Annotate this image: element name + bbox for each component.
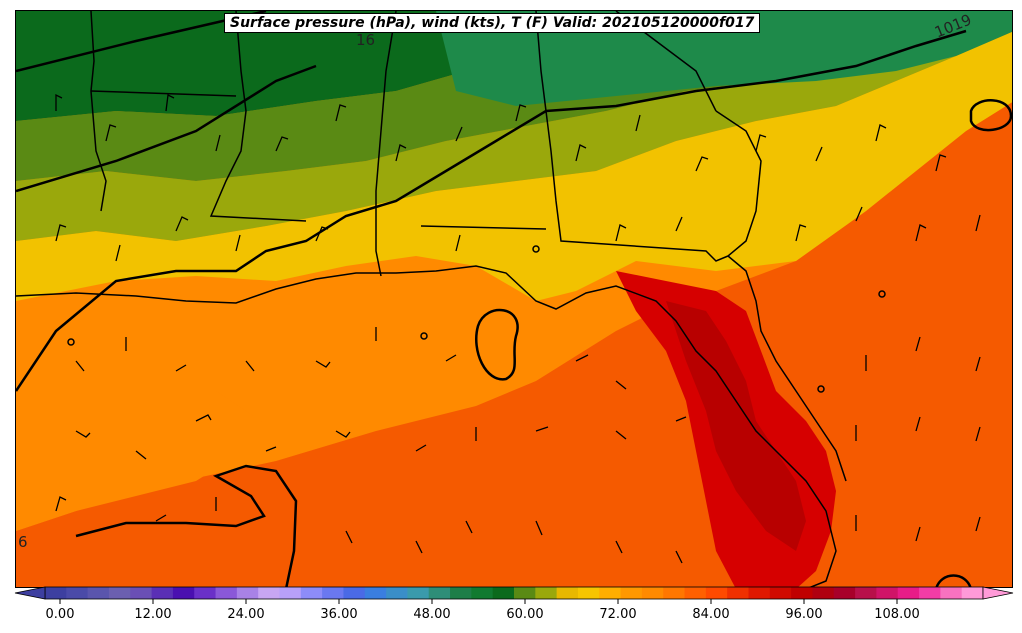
colorbar-swatch: [769, 587, 792, 599]
colorbar-swatch: [663, 587, 686, 599]
temperature-field-gulf-west: [16, 391, 276, 531]
colorbar-swatch: [258, 587, 280, 599]
isobar-1019-line: [16, 11, 267, 73]
isobar-bottom-right: [935, 574, 972, 587]
colorbar-left-arrow: [14, 586, 46, 600]
colorbar-swatch: [556, 587, 579, 599]
colorbar-tick-label: 24.00: [227, 607, 265, 622]
colorbar-tick-label: 48.00: [413, 607, 451, 622]
political-boundaries: [16, 11, 847, 587]
colorbar-swatch: [236, 587, 259, 599]
colorbar-tick-label: 0.00: [45, 607, 75, 622]
colorbar-right-arrow: [982, 586, 1014, 600]
weather-map: 1019 16 6: [15, 10, 1013, 588]
colorbar-swatch: [215, 587, 238, 599]
colorbar-swatch: [300, 587, 323, 599]
colorbar-swatch: [727, 587, 749, 599]
temperature-field-florida-core: [666, 301, 806, 551]
colorbar-swatch: [428, 587, 451, 599]
colorbar-swatch: [684, 587, 707, 599]
colorbar: [14, 586, 1014, 604]
colorbar-swatch: [641, 587, 664, 599]
isobar-1018-line: [16, 64, 317, 193]
colorbar-swatch: [833, 587, 856, 599]
colorbar-swatch: [897, 587, 920, 599]
colorbar-swatch: [108, 587, 131, 599]
colorbar-swatch: [940, 587, 963, 599]
colorbar-swatch: [407, 587, 430, 599]
wind-barbs: [55, 93, 981, 564]
colorbar-tick-label: 72.00: [599, 607, 637, 622]
colorbar-swatch: [172, 587, 195, 599]
colorbar-swatch: [791, 587, 813, 599]
colorbar-swatch: [961, 587, 984, 599]
colorbar-swatch: [130, 587, 153, 599]
map-title: Surface pressure (hPa), wind (kts), T (F…: [224, 13, 761, 33]
colorbar-tick-label: 60.00: [506, 607, 544, 622]
colorbar-swatches: [44, 586, 984, 600]
colorbar-ticks: [59, 599, 898, 604]
colorbar-swatch: [450, 587, 472, 599]
colorbar-swatch: [577, 587, 600, 599]
colorbar-swatch: [194, 587, 217, 599]
colorbar-swatch: [492, 587, 515, 599]
isobar-1017-line: [16, 29, 967, 392]
colorbar-swatch: [87, 587, 110, 599]
colorbar-swatch: [364, 587, 387, 599]
colorbar-swatch: [876, 587, 899, 599]
isobar-1016-line: [75, 464, 298, 587]
temperature-field-olive-band: [16, 12, 1012, 241]
colorbar-swatch: [66, 587, 89, 599]
map-canvas: [16, 11, 1012, 587]
colorbar-tick-label: 12.00: [134, 607, 172, 622]
colorbar-swatch: [279, 587, 302, 599]
temperature-field-northeast: [436, 11, 1012, 106]
colorbar-swatch: [45, 587, 67, 599]
colorbar-tick-label: 84.00: [692, 607, 730, 622]
colorbar-swatch: [322, 587, 344, 599]
colorbar-swatch: [705, 587, 728, 599]
isobar-label-16-top: 16: [356, 31, 376, 49]
colorbar-swatch: [748, 587, 771, 599]
colorbar-swatch: [599, 587, 622, 599]
isobar-label-16-left: 6: [18, 533, 28, 551]
temperature-field-yellow-band: [16, 31, 1012, 301]
colorbar-swatch: [386, 587, 408, 599]
colorbar-tick-label: 36.00: [320, 607, 358, 622]
colorbar-tick-label: 96.00: [785, 607, 823, 622]
isobar-closed-gulf: [475, 308, 519, 381]
colorbar-tick-label: 108.00: [874, 607, 920, 622]
colorbar-swatch: [812, 587, 835, 599]
pressure-centers: [67, 245, 886, 393]
colorbar-swatch: [151, 587, 174, 599]
colorbar-swatch: [343, 587, 366, 599]
colorbar-swatch: [471, 587, 494, 599]
isobars: [16, 11, 1012, 587]
colorbar-swatch: [919, 587, 941, 599]
isobar-closed-atlantic: [969, 99, 1012, 132]
colorbar-swatch: [535, 587, 558, 599]
colorbar-swatch: [855, 587, 877, 599]
colorbar-swatch: [514, 587, 536, 599]
colorbar-swatch: [620, 587, 643, 599]
